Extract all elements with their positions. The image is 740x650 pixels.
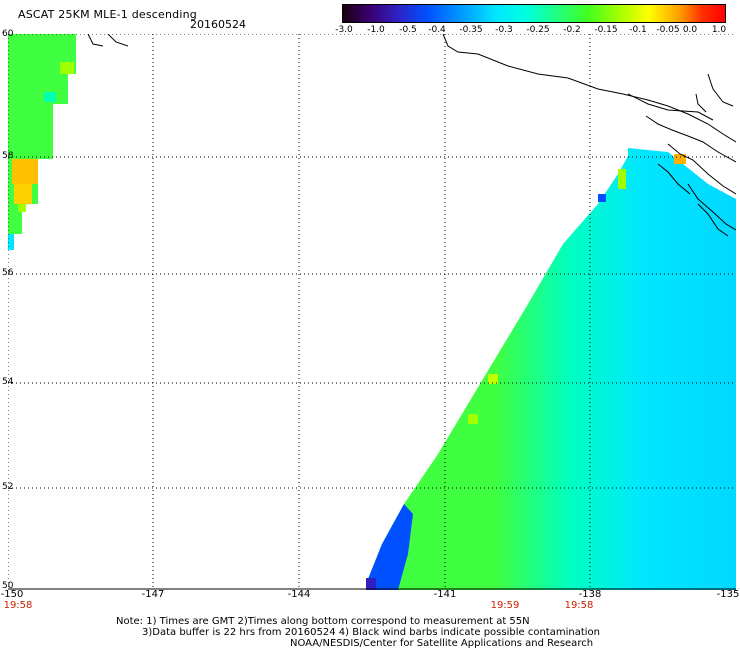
- lat-label-60: 60: [2, 29, 14, 39]
- note-line-1: Note: 1) Times are GMT 2)Times along bot…: [116, 616, 530, 627]
- colorbar-label: -0.25: [526, 25, 550, 35]
- lon-label-138: -138: [578, 589, 602, 600]
- colorbar-label: -0.5: [399, 25, 417, 35]
- colorbar-label: -3.0: [335, 25, 353, 35]
- colorbar-label: -0.4: [428, 25, 446, 35]
- chart-date: 20160524: [190, 18, 246, 31]
- note-line-3: NOAA/NESDIS/Center for Satellite Applica…: [290, 638, 594, 649]
- left-swath: [8, 34, 76, 250]
- lon-label-141: -141: [433, 589, 457, 600]
- colorbar-label: -0.2: [563, 25, 581, 35]
- chart-title: ASCAT 25KM MLE-1 descending: [18, 8, 197, 21]
- lat-label-56: 56: [2, 268, 14, 278]
- time-label: 19:59: [490, 600, 520, 611]
- colorbar-label: -0.05: [656, 25, 680, 35]
- lat-label-54: 54: [2, 377, 14, 387]
- lat-label-58: 58: [2, 151, 14, 161]
- plot-frame: [8, 34, 736, 590]
- lat-label-50: 50: [2, 581, 14, 591]
- lon-label-147: -147: [141, 589, 165, 600]
- colorbar: [342, 4, 726, 23]
- time-label: 19:58: [3, 600, 33, 611]
- main-swath: [366, 148, 736, 590]
- map-plot: [8, 34, 736, 590]
- lon-label-144: -144: [287, 589, 311, 600]
- grid-lines: [8, 34, 736, 590]
- colorbar-label: 0.0: [682, 25, 698, 35]
- lat-label-52: 52: [2, 482, 14, 492]
- colorbar-label: -0.1: [629, 25, 647, 35]
- lon-label-150: -150: [0, 589, 24, 600]
- colorbar-label: -0.35: [459, 25, 483, 35]
- time-label: 19:58: [564, 600, 594, 611]
- colorbar-label: -0.15: [594, 25, 618, 35]
- colorbar-label: -1.0: [367, 25, 385, 35]
- colorbar-label: -0.3: [495, 25, 513, 35]
- colorbar-label: 1.0: [711, 25, 727, 35]
- colorbar-labels: -3.0 -1.0 -0.5 -0.4 -0.35 -0.3 -0.25 -0.…: [326, 25, 736, 37]
- coastline: [87, 34, 736, 237]
- note-line-2: 3)Data buffer is 22 hrs from 20160524 4)…: [142, 627, 600, 638]
- lon-label-135: -135: [716, 589, 740, 600]
